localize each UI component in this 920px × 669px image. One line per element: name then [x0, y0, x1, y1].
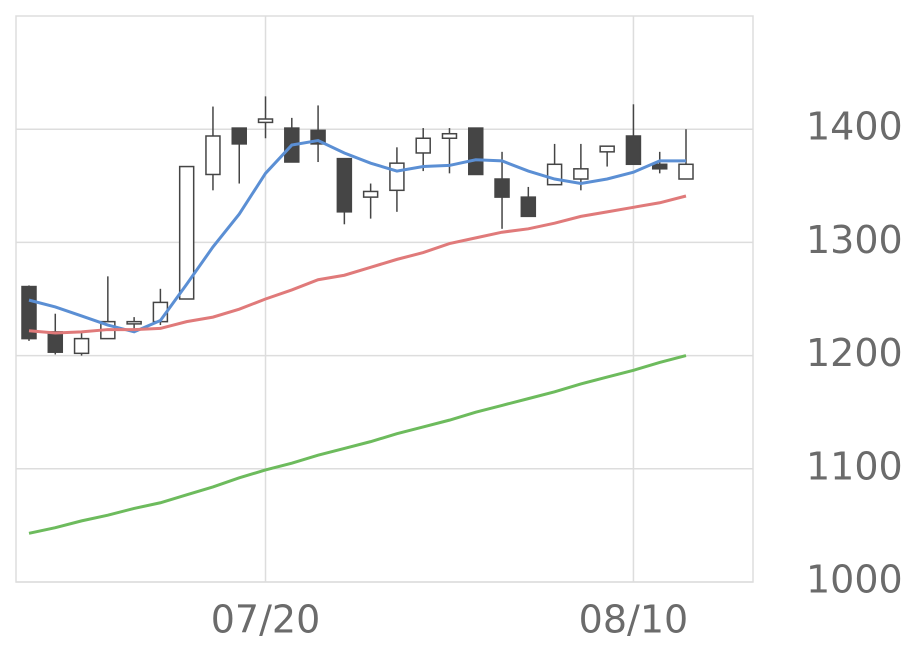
- y-tick-label: 1300: [806, 218, 903, 262]
- y-tick-label: 1400: [806, 105, 903, 149]
- candle-body: [678, 163, 694, 180]
- candle-body: [336, 157, 353, 213]
- y-tick-label: 1000: [806, 558, 903, 602]
- candle-body: [257, 118, 274, 124]
- candle-body: [468, 127, 484, 176]
- candle-body: [126, 320, 142, 325]
- moving-average-line: [28, 194, 687, 335]
- candle-body: [494, 178, 510, 198]
- candle-body: [546, 163, 563, 186]
- candle-body: [599, 145, 615, 153]
- candle-body: [625, 135, 642, 166]
- candle-body: [573, 168, 589, 180]
- candle-body: [205, 135, 221, 176]
- candle-body: [520, 196, 537, 218]
- candle-body: [178, 165, 195, 300]
- candle-body: [651, 163, 668, 170]
- y-tick-label: 1200: [806, 331, 903, 375]
- candle-body: [231, 127, 247, 145]
- candle-body: [441, 132, 458, 140]
- y-tick-label: 1100: [806, 444, 903, 488]
- x-tick-label: 07/20: [211, 598, 321, 642]
- x-tick-label: 08/10: [579, 598, 689, 642]
- candle-body: [47, 331, 64, 353]
- candle-body: [362, 190, 379, 198]
- candle-body: [415, 137, 431, 154]
- moving-average-line: [28, 354, 687, 535]
- candle-body: [389, 162, 405, 192]
- plot-frame: [15, 15, 754, 583]
- candle-body: [73, 337, 90, 355]
